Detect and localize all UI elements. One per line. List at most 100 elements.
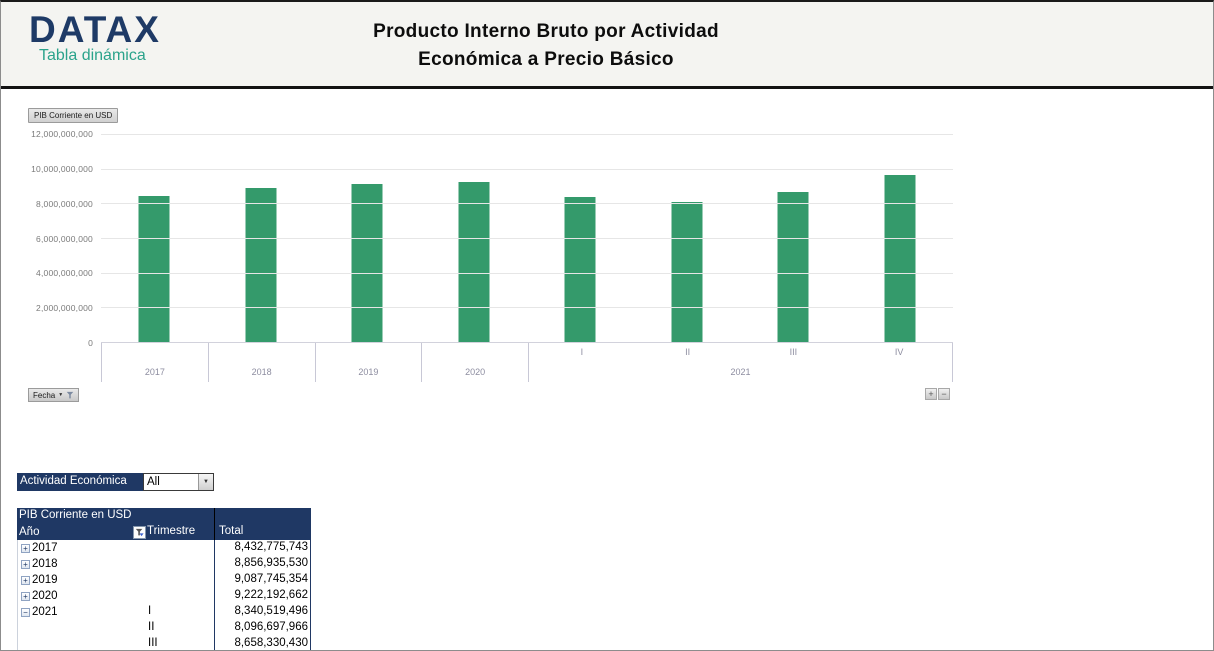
pivot-rows: +2017 8,432,775,743 +2018 8,856,935,530 +201… xyxy=(17,540,311,650)
bar-2018[interactable] xyxy=(245,188,277,342)
pivot-table-title-row: PIB Corriente en USD xyxy=(17,508,311,524)
cell-trimestre xyxy=(146,572,214,588)
pivot-table-title-spacer xyxy=(214,508,311,524)
x-tick-year-2017: 2017 xyxy=(144,367,165,377)
cell-year: −2021 xyxy=(18,604,146,620)
report-filter-dropdown[interactable]: All ▼ xyxy=(143,473,214,491)
expand-icon[interactable]: + xyxy=(21,591,30,601)
dropdown-arrow-icon[interactable]: ▼ xyxy=(198,474,213,490)
cell-total: 8,856,935,530 xyxy=(214,556,311,572)
axis-field-label: Fecha xyxy=(33,390,56,400)
axis-group-2019: 2019 xyxy=(314,343,422,382)
logo-subtitle: Tabla dinámica xyxy=(39,47,146,64)
page-title-line1: Producto Interno Bruto por Actividad xyxy=(373,21,719,42)
table-row: +2020 9,222,192,662 xyxy=(17,588,311,604)
x-tick-spacer xyxy=(102,343,208,362)
plot-area xyxy=(101,134,953,343)
x-tick-spacer xyxy=(209,343,315,362)
y-tick-label: 6,000,000,000 xyxy=(36,233,93,244)
x-tick-quarter-III: III xyxy=(789,347,798,357)
report-filter-label: Actividad Económica xyxy=(17,473,143,491)
bar-slot xyxy=(314,134,421,342)
x-tick-year-2019: 2019 xyxy=(358,367,379,377)
bar-slot xyxy=(421,134,528,342)
collapse-entire-field-button[interactable]: − xyxy=(938,388,950,400)
gridline xyxy=(101,307,953,309)
pivot-table-header-row: Año Trimestre Total xyxy=(17,524,311,540)
field-filter-sort-icon[interactable] xyxy=(133,525,146,539)
bar-slot xyxy=(101,134,208,342)
bar-slot xyxy=(847,134,954,342)
year-label: 2017 xyxy=(32,541,58,554)
bar-slot xyxy=(208,134,315,342)
page-title: Producto Interno Bruto por Actividad Eco… xyxy=(246,18,846,74)
y-tick-label: 0 xyxy=(88,338,93,348)
filter-funnel-icon xyxy=(66,391,74,398)
cell-trimestre xyxy=(146,540,214,556)
gridline xyxy=(101,238,953,239)
expand-icon[interactable]: + xyxy=(21,575,30,585)
cell-total: 8,096,697,966 xyxy=(214,620,311,636)
expand-icon[interactable]: + xyxy=(21,543,30,553)
logo-title: DATAX xyxy=(29,9,161,50)
axis-band: 2017 2018 2019 2020 I II III IV 2021 xyxy=(101,343,953,382)
x-tick-quarter-IV: IV xyxy=(894,347,904,357)
bar-2020[interactable] xyxy=(458,182,490,342)
bars xyxy=(101,134,953,342)
table-row: +2018 8,856,935,530 xyxy=(17,556,311,572)
cell-year: +2020 xyxy=(18,588,146,604)
bar-2021-III[interactable] xyxy=(777,191,809,342)
bar-2021-IV[interactable] xyxy=(884,174,916,342)
x-tick-quarter-I: I xyxy=(580,347,584,357)
axis-group-2018: 2018 xyxy=(207,343,315,382)
pivot-table: PIB Corriente en USD Año Trimestre Total… xyxy=(17,508,311,650)
report-filter-value: All xyxy=(147,476,160,488)
column-header-ano: Año xyxy=(17,524,146,540)
chevron-down-icon: ▼ xyxy=(58,392,64,398)
table-row: −2021 I 8,340,519,496 xyxy=(17,604,311,620)
y-axis: 12,000,000,000 10,000,000,000 8,000,000,00… xyxy=(1,129,97,348)
bar-2019[interactable] xyxy=(351,184,383,342)
table-row: II 8,096,697,966 xyxy=(17,620,311,636)
gridline xyxy=(101,272,953,274)
y-tick-label: 4,000,000,000 xyxy=(36,268,93,279)
cell-trimestre xyxy=(146,556,214,572)
cell-year: +2017 xyxy=(18,540,146,556)
cell-total: 8,432,775,743 xyxy=(214,540,311,556)
bar-2017[interactable] xyxy=(138,195,170,342)
cell-trimestre: III xyxy=(148,637,158,649)
column-header-total: Total xyxy=(214,524,311,540)
pivot-table-title: PIB Corriente en USD xyxy=(19,509,132,521)
year-label: 2019 xyxy=(32,573,58,586)
logo: DATAX Tabla dinámica xyxy=(29,10,161,65)
bar-2021-I[interactable] xyxy=(564,197,596,342)
x-tick-year-2020: 2020 xyxy=(465,367,486,377)
column-header-trimestre: Trimestre xyxy=(147,525,196,537)
collapse-icon[interactable]: − xyxy=(21,607,30,617)
y-tick-label: 12,000,000,000 xyxy=(31,129,93,139)
bar-slot xyxy=(740,134,847,342)
cell-year: +2019 xyxy=(18,572,146,588)
axis-group-2020: 2020 xyxy=(421,343,528,382)
cell-total: 8,658,330,430 xyxy=(214,636,311,650)
bar-2021-II[interactable] xyxy=(671,201,703,342)
page-title-line2: Económica a Precio Básico xyxy=(418,49,674,70)
bar-slot xyxy=(527,134,634,342)
x-tick-year-2018: 2018 xyxy=(251,367,272,377)
axis-group-2021: I II III IV 2021 xyxy=(528,343,952,382)
year-label: 2018 xyxy=(32,557,58,570)
gridline xyxy=(101,203,953,205)
table-row: +2019 9,087,745,354 xyxy=(17,572,311,588)
x-tick-quarter-II: II xyxy=(685,347,691,357)
y-tick-label: 10,000,000,000 xyxy=(31,163,93,174)
cell-trimestre xyxy=(146,588,214,604)
y-tick-label: 8,000,000,000 xyxy=(36,198,93,209)
bar-slot xyxy=(634,134,741,342)
chart-axis-field-button[interactable]: Fecha ▼ xyxy=(28,388,80,402)
table-row: III 8,658,330,430 xyxy=(17,636,311,650)
expand-icon[interactable]: + xyxy=(21,559,30,569)
expand-entire-field-button[interactable]: + xyxy=(925,388,937,400)
header-banner: DATAX Tabla dinámica Producto Interno Br… xyxy=(1,2,1213,89)
chart-value-field-button[interactable]: PIB Corriente en USD xyxy=(28,108,119,123)
